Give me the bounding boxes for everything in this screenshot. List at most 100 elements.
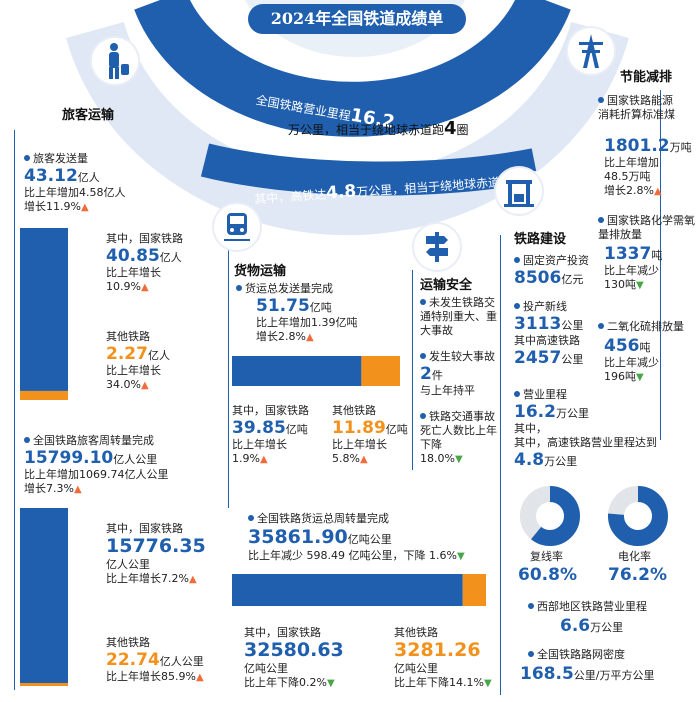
freight-t-national-label: 其中，国家铁路 [244,626,321,639]
safety-item-1: 未发生铁路交通特别重大、重大事故 [420,296,497,337]
passenger-t-national-value: 15776.35 [106,535,206,557]
passenger-t-national-label: 其中，国家铁路 [106,522,183,535]
energy-section-title: 节能减排 [620,70,673,85]
freight-national-value: 39.85亿吨 [232,418,308,438]
freight-turnover-value: 35861.90亿吨公里 [248,526,392,548]
bar-national [20,228,68,391]
safety-section-title: 运输安全 [420,278,473,293]
passenger-other-value: 2.27亿人 [106,344,170,364]
passenger-send-inc: 比上年增加4.58亿人 [24,186,126,199]
energy-cod-value: 1337吨 [604,244,663,264]
arc-inner [200,143,539,196]
bar-national [232,574,463,606]
construction-hs-label: 其中高速铁路 [514,334,580,347]
energy-so2-label: 二氧化硫排放量 [598,320,684,334]
freight-other-inc: 5.8%▲ [332,452,368,465]
passenger-national-inc-label: 比上年增长 [106,266,161,279]
passenger-send-label: 旅客发送量 [24,152,88,166]
energy-coal-growth: 增长2.8%▲ [604,184,662,197]
passenger-turnover-value: 15799.10亿人公里 [24,448,158,468]
passenger-t-national-unit: 亿人公里 [106,558,150,571]
donut-arc [520,486,580,546]
center-line-1b: 万公里，相当于绕地球赤道跑4圈 [288,118,469,139]
energy-cod-dec-value: 130吨▼ [604,278,644,291]
passenger-turnover-growth: 增长7.3%▲ [24,482,82,495]
energy-coal-inc-label: 比上年增加 [604,156,659,169]
freight-turnover-label: 全国铁路货运总周转量完成 [248,512,389,526]
passenger-t-other-value: 22.74亿人公里 [106,650,204,670]
energy-so2-dec-label: 比上年减少 [604,356,659,369]
bar-other [20,683,68,686]
freight-t-other-unit: 亿吨公里 [394,662,438,675]
freight-turnover-dec: 比上年减少 598.49 亿吨公里，下降 1.6%▼ [248,549,465,562]
freight-send-inc: 比上年增加1.39亿吨 [256,316,358,329]
safety-item-2-label: 发生较大事故 [420,350,495,364]
freight-other-label: 其他铁路 [332,404,376,417]
density-value: 168.5公里/万平方公里 [520,664,655,684]
freight-national-inc: 1.9%▲ [232,452,268,465]
construction-mileage-hs-value: 4.8万公里 [514,450,578,470]
energy-coal-value: 1801.2万吨 [604,136,692,156]
construction-mileage-label: 营业里程 [514,388,567,402]
construction-new-label: 投产新线 [514,300,567,314]
safety-item-3-label: 铁路交通事故死亡人数比上年下降 [420,410,497,451]
safety-item-2-value: 2件 [420,364,443,384]
divider [412,270,413,470]
passenger-section-title: 旅客运输 [62,108,115,123]
passenger-turnover-label: 全国铁路旅客周转量完成 [24,434,154,448]
passenger-turnover-inc: 比上年增加1069.74亿人公里 [24,468,169,481]
passenger-send-value: 43.12亿人 [24,166,100,186]
passenger-turnover-bar [20,508,68,686]
passenger-other-label: 其他铁路 [106,330,150,343]
construction-invest-label: 固定资产投资 [514,254,589,268]
freight-t-national-unit: 亿吨公里 [244,662,288,675]
arc-outer [134,0,571,137]
bar-other [462,574,486,606]
passenger-send-bar [20,228,68,400]
construction-new-value: 3113公里 [514,314,584,334]
energy-coal-inc-value: 48.5万吨 [604,170,651,183]
construction-invest-value: 8506亿元 [514,268,584,288]
bar-national [232,356,362,386]
west-label: 西部地区铁路营业里程 [528,600,647,614]
energy-cod-label: 国家铁路化学需氧量排放量 [598,214,695,241]
west-value: 6.6万公里 [560,616,624,636]
donut-arc [608,486,668,546]
freight-t-national-dec: 比上年下降0.2%▼ [244,676,335,689]
electrification-label: 电化率 [618,550,651,563]
freight-section-title: 货物运输 [234,264,287,279]
electrification-value: 76.2% [608,565,667,585]
freight-t-other-dec: 比上年下降14.1%▼ [394,676,492,689]
train-icon [214,204,260,250]
construction-hs-value: 2457公里 [514,348,584,368]
crane-icon [496,168,542,214]
double-track-donut [520,486,580,546]
freight-t-national-value: 32580.63 [244,639,344,661]
page-title: 2024年全国铁道成绩单 [248,4,466,34]
divider [14,130,15,690]
passenger-other-inc: 34.0%▲ [106,378,149,391]
passenger-national-label: 其中，国家铁路 [106,232,183,245]
bar-other [20,390,68,400]
passenger-icon [92,38,138,84]
freight-turnover-bar [232,574,486,606]
passenger-t-national-inc: 比上年增长7.2%▲ [106,572,197,585]
energy-cod-dec-label: 比上年减少 [604,264,659,277]
bar-national [20,508,68,683]
passenger-national-value: 40.85亿人 [106,246,182,266]
power-tower-icon [568,28,614,74]
safety-item-3-value: 18.0%▼ [420,452,463,465]
freight-other-inc-label: 比上年增长 [332,438,387,451]
double-track-label: 复线率 [530,550,563,563]
energy-coal-label: 国家铁路能源消耗折算标准煤 [598,94,675,121]
energy-so2-value: 456吨 [604,336,651,356]
passenger-national-inc: 10.9%▲ [106,280,149,293]
construction-section-title: 铁路建设 [514,232,567,247]
construction-mileage-value: 16.2万公里 [514,402,589,422]
divider [500,235,501,695]
freight-national-inc-label: 比上年增长 [232,438,287,451]
passenger-other-inc-label: 比上年增长 [106,364,161,377]
density-label: 全国铁路路网密度 [528,648,625,662]
construction-mileage-hs-label: 其中， 其中，高速铁路营业里程达到 [514,422,657,449]
bar-other [361,356,400,386]
